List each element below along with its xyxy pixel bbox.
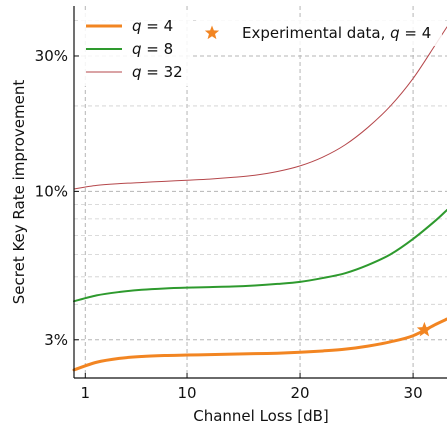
x-axis-label: Channel Loss [dB]	[193, 407, 329, 425]
legend-label-q8: q = 8	[132, 40, 173, 58]
legend-label-q32: q = 32	[132, 63, 183, 81]
series-line-q4	[72, 317, 447, 372]
axes	[73, 6, 447, 379]
series-line-q8	[73, 208, 447, 303]
series-layer	[72, 26, 447, 372]
legend-background-scatter	[196, 18, 442, 46]
series-line-q32	[73, 26, 447, 190]
x-tick-label: 1	[81, 384, 91, 402]
ticks: 1 10 20 30 3% 10% 30%	[35, 47, 423, 402]
y-tick-label: 3%	[44, 331, 68, 349]
legend-label-experimental: Experimental data, q = 4	[242, 24, 431, 42]
experimental-data-point	[416, 321, 432, 337]
y-tick-label: 30%	[35, 47, 68, 65]
x-tick-label: 30	[404, 384, 423, 402]
legend: q = 4 q = 8 q = 32 Experimental data, q = 4	[80, 12, 442, 86]
x-tick-label: 10	[177, 384, 196, 402]
y-axis-label: Secret Key Rate improvement	[10, 80, 28, 305]
legend-label-q4: q = 4	[132, 17, 173, 35]
legend-star-marker	[204, 25, 220, 40]
y-tick-label: 10%	[35, 182, 68, 200]
x-tick-label: 20	[291, 384, 310, 402]
